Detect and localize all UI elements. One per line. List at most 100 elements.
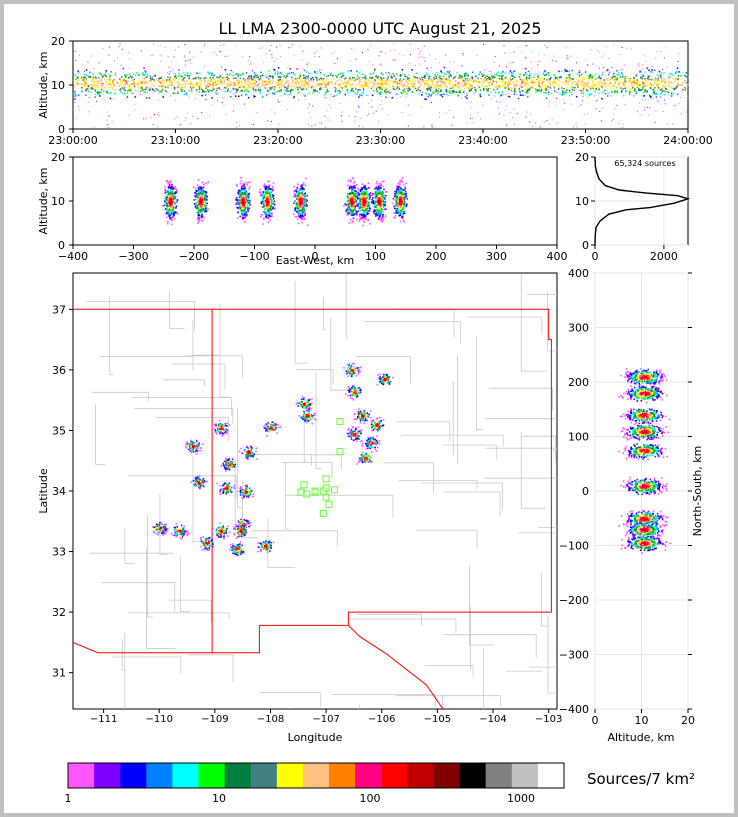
source-pixel bbox=[414, 87, 417, 90]
source-pixel bbox=[164, 185, 166, 188]
source-pixel bbox=[236, 87, 239, 89]
source-pixel bbox=[424, 82, 426, 85]
source-pixel bbox=[305, 205, 307, 207]
source-pixel bbox=[166, 201, 169, 203]
source-pixel bbox=[107, 114, 109, 116]
source-pixel bbox=[298, 198, 301, 200]
source-pixel bbox=[648, 94, 651, 97]
source-pixel bbox=[76, 78, 78, 81]
source-pixel bbox=[96, 86, 98, 88]
source-pixel bbox=[204, 83, 206, 86]
source-pixel bbox=[455, 80, 457, 82]
source-pixel bbox=[103, 88, 105, 90]
source-pixel bbox=[482, 78, 484, 81]
source-pixel bbox=[327, 75, 329, 77]
source-pixel bbox=[407, 82, 410, 85]
source-pixel bbox=[526, 91, 528, 93]
source-pixel bbox=[168, 201, 170, 204]
source-pixel bbox=[109, 76, 111, 78]
source-pixel bbox=[416, 77, 419, 79]
source-pixel bbox=[622, 73, 624, 76]
source-pixel bbox=[281, 82, 283, 85]
source-pixel bbox=[675, 79, 678, 81]
source-pixel bbox=[263, 62, 265, 63]
source-pixel bbox=[232, 110, 234, 112]
source-pixel bbox=[308, 62, 310, 63]
source-pixel bbox=[237, 199, 240, 201]
source-pixel bbox=[549, 87, 552, 89]
source-pixel bbox=[300, 196, 303, 198]
source-pixel bbox=[546, 47, 548, 49]
source-pixel bbox=[528, 83, 530, 86]
source-pixel bbox=[134, 96, 137, 98]
source-pixel bbox=[365, 201, 367, 204]
source-pixel bbox=[102, 83, 104, 85]
source-pixel bbox=[498, 80, 500, 83]
source-pixel bbox=[518, 89, 521, 92]
source-pixel bbox=[242, 183, 244, 185]
source-pixel bbox=[205, 192, 208, 194]
source-pixel bbox=[192, 56, 194, 58]
source-pixel bbox=[597, 85, 600, 88]
source-pixel bbox=[286, 73, 289, 75]
source-pixel bbox=[361, 92, 363, 94]
source-pixel bbox=[402, 89, 404, 92]
source-pixel bbox=[199, 211, 201, 213]
source-pixel bbox=[427, 69, 429, 71]
source-pixel bbox=[297, 68, 299, 69]
source-pixel bbox=[504, 76, 506, 78]
source-pixel bbox=[418, 93, 421, 95]
source-pixel bbox=[599, 110, 601, 112]
source-pixel bbox=[620, 87, 622, 89]
source-pixel bbox=[564, 91, 567, 93]
source-pixel bbox=[653, 90, 655, 93]
source-pixel bbox=[388, 85, 391, 87]
source-pixel bbox=[90, 80, 93, 82]
source-pixel bbox=[501, 91, 504, 94]
source-pixel bbox=[378, 83, 380, 85]
source-pixel bbox=[251, 83, 254, 85]
source-pixel bbox=[594, 90, 596, 93]
source-pixel bbox=[120, 91, 122, 93]
source-pixel bbox=[220, 89, 222, 91]
source-pixel bbox=[294, 190, 296, 192]
source-pixel bbox=[537, 74, 539, 77]
source-pixel bbox=[366, 79, 369, 81]
source-pixel bbox=[347, 209, 350, 211]
source-pixel bbox=[175, 207, 177, 209]
source-pixel bbox=[581, 88, 583, 90]
source-pixel bbox=[209, 78, 212, 81]
source-pixel bbox=[347, 213, 350, 215]
source-pixel bbox=[466, 94, 468, 97]
source-pixel bbox=[354, 116, 356, 118]
source-pixel bbox=[513, 93, 516, 95]
source-pixel bbox=[543, 78, 545, 80]
source-pixel bbox=[223, 44, 225, 46]
source-pixel bbox=[353, 194, 356, 197]
source-pixel bbox=[647, 76, 649, 78]
source-pixel bbox=[399, 74, 402, 76]
source-pixel bbox=[180, 84, 182, 86]
source-pixel bbox=[211, 72, 213, 75]
source-pixel bbox=[315, 124, 316, 126]
source-pixel bbox=[345, 83, 347, 85]
source-pixel bbox=[644, 78, 646, 80]
source-pixel bbox=[173, 88, 176, 90]
source-pixel bbox=[531, 85, 534, 87]
source-pixel bbox=[151, 88, 153, 90]
source-pixel bbox=[356, 78, 358, 80]
source-pixel bbox=[168, 205, 170, 208]
source-pixel bbox=[296, 205, 298, 207]
source-pixel bbox=[508, 82, 510, 84]
source-pixel bbox=[126, 92, 129, 94]
source-pixel bbox=[364, 80, 366, 83]
source-pixel bbox=[177, 91, 179, 93]
source-pixel bbox=[571, 83, 573, 86]
source-pixel bbox=[523, 80, 525, 83]
source-pixel bbox=[187, 74, 189, 76]
source-pixel bbox=[297, 207, 300, 209]
source-pixel bbox=[657, 79, 659, 81]
source-pixel bbox=[119, 78, 121, 80]
source-pixel bbox=[448, 70, 451, 73]
source-pixel bbox=[168, 197, 171, 200]
